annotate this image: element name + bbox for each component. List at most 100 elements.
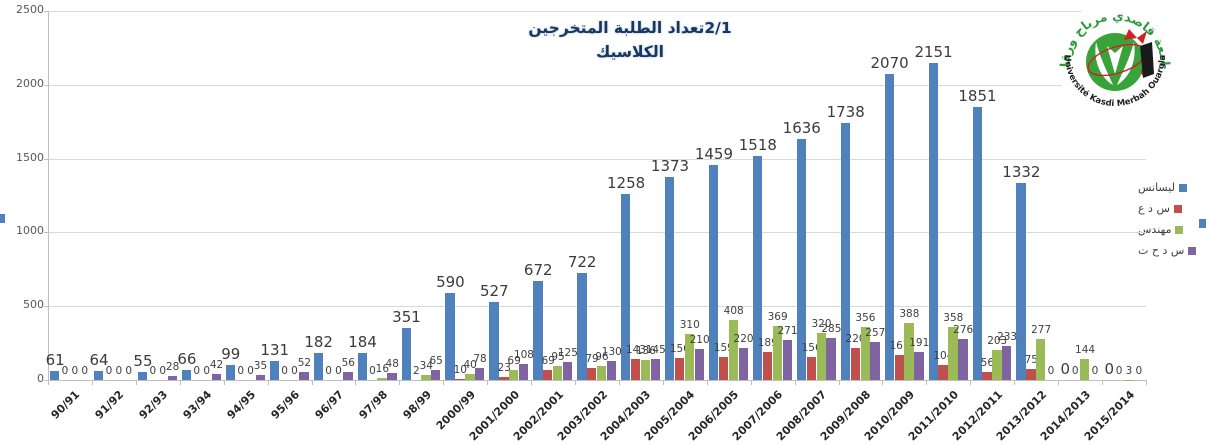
legend: ليسانس س د ع مهندس س د ح ت [1138, 177, 1197, 261]
data-label: 220 [733, 332, 754, 345]
data-label: 358 [943, 312, 964, 325]
data-label: 0 [1060, 360, 1071, 378]
data-label: 0 [335, 365, 342, 377]
bar-engineer [465, 374, 475, 380]
legend-label: مهندس [1138, 223, 1172, 236]
data-label: 125 [557, 346, 578, 359]
bar-engineer [1036, 339, 1046, 380]
chart-title: 2/1تعداد الطلبة المتخرجين الكلاسيك [430, 16, 830, 64]
data-label: 1459 [694, 144, 734, 163]
data-label: 35 [253, 359, 268, 372]
data-label: 0 [291, 365, 298, 377]
bar-sde [631, 358, 641, 380]
bar-licence [621, 194, 631, 380]
bar-licence [50, 370, 60, 380]
data-label: 184 [348, 332, 377, 351]
data-label: 0 [203, 365, 210, 377]
bar-sdht [431, 370, 441, 380]
bar-licence [796, 138, 807, 380]
bar-sdht [562, 361, 573, 380]
data-label: 285 [821, 322, 842, 335]
data-label: 130 [601, 345, 622, 358]
data-label: 34 [419, 359, 433, 372]
bar-engineer [992, 350, 1002, 380]
y-axis-tick [44, 380, 48, 381]
data-label: 66 [177, 350, 197, 369]
bar-engineer [684, 334, 695, 380]
data-label: 191 [909, 336, 930, 349]
data-label: 2070 [870, 54, 909, 73]
bar-sdht [211, 373, 221, 380]
data-label: 0 [1071, 365, 1079, 377]
bar-engineer [860, 327, 870, 380]
x-axis-tick [179, 380, 181, 385]
data-label: 0 [159, 365, 167, 377]
bar-sdht [826, 337, 836, 380]
bar-sdht [738, 347, 748, 380]
data-label: 527 [480, 282, 509, 301]
y-axis-tick [44, 84, 48, 86]
x-axis-tick [706, 380, 708, 385]
x-axis-tick [531, 380, 533, 385]
x-axis-tick [91, 380, 93, 385]
legend-marker-icon [1188, 246, 1197, 255]
data-label: 2151 [914, 42, 953, 61]
bar-engineer [421, 374, 431, 380]
y-axis-tick-label: 2000 [16, 76, 44, 90]
y-axis-tick [44, 11, 48, 12]
data-label: 1373 [650, 157, 690, 176]
bar-engineer [1080, 358, 1090, 380]
data-label: 0 [1104, 360, 1114, 378]
logo-butterfly-icon [1124, 29, 1137, 40]
y-axis-tick-label: 1000 [16, 224, 44, 238]
bar-sdht [870, 342, 880, 380]
data-label: 276 [953, 324, 974, 337]
bar-licence [269, 360, 280, 380]
bar-sde [762, 352, 773, 380]
chart-title-line1: 2/1تعداد الطلبة المتخرجين [528, 19, 732, 37]
gridline [48, 11, 1146, 12]
y-axis-tick [44, 232, 48, 234]
bar-licence [1016, 183, 1026, 380]
x-axis-tick [882, 380, 884, 385]
legend-label: ليسانس [1138, 181, 1175, 194]
data-label: 42 [209, 358, 224, 371]
bar-engineer [728, 319, 739, 380]
bar-sdht [255, 374, 265, 380]
x-axis-tick [311, 380, 313, 385]
bar-engineer [904, 322, 914, 380]
data-label: 0 [369, 365, 376, 377]
gridline [48, 84, 1146, 86]
data-label: 0 [71, 365, 79, 377]
x-axis-tick [399, 380, 401, 385]
bar-sde [850, 347, 860, 380]
data-label: 672 [523, 260, 553, 279]
bar-engineer [553, 365, 563, 380]
x-axis-tick [1146, 380, 1147, 385]
legend-item-licence: ليسانس [1138, 177, 1196, 198]
x-axis-tick [443, 380, 445, 385]
bar-licence [533, 280, 543, 380]
data-label: 96 [595, 350, 609, 363]
data-label: 23 [497, 361, 511, 374]
data-label: 722 [567, 253, 597, 272]
bar-licence [94, 370, 104, 380]
bar-licence [709, 164, 719, 380]
x-axis-tick [487, 380, 489, 385]
clipped-blue-marker-left [0, 214, 5, 223]
bar-sdht [1002, 345, 1012, 380]
gridline [48, 232, 1146, 234]
data-label: 3 [1125, 364, 1133, 377]
bar-sdht [606, 360, 617, 380]
data-label: 0 [61, 365, 69, 377]
data-label: 310 [679, 319, 700, 332]
data-label: 136 [635, 344, 656, 357]
data-label: 1332 [1002, 163, 1041, 182]
bar-licence [972, 106, 982, 380]
data-label: 69 [507, 354, 521, 367]
bar-engineer [597, 365, 607, 380]
bar-sdht [343, 371, 353, 380]
data-label: 356 [855, 312, 876, 325]
x-axis-tick [750, 380, 752, 385]
